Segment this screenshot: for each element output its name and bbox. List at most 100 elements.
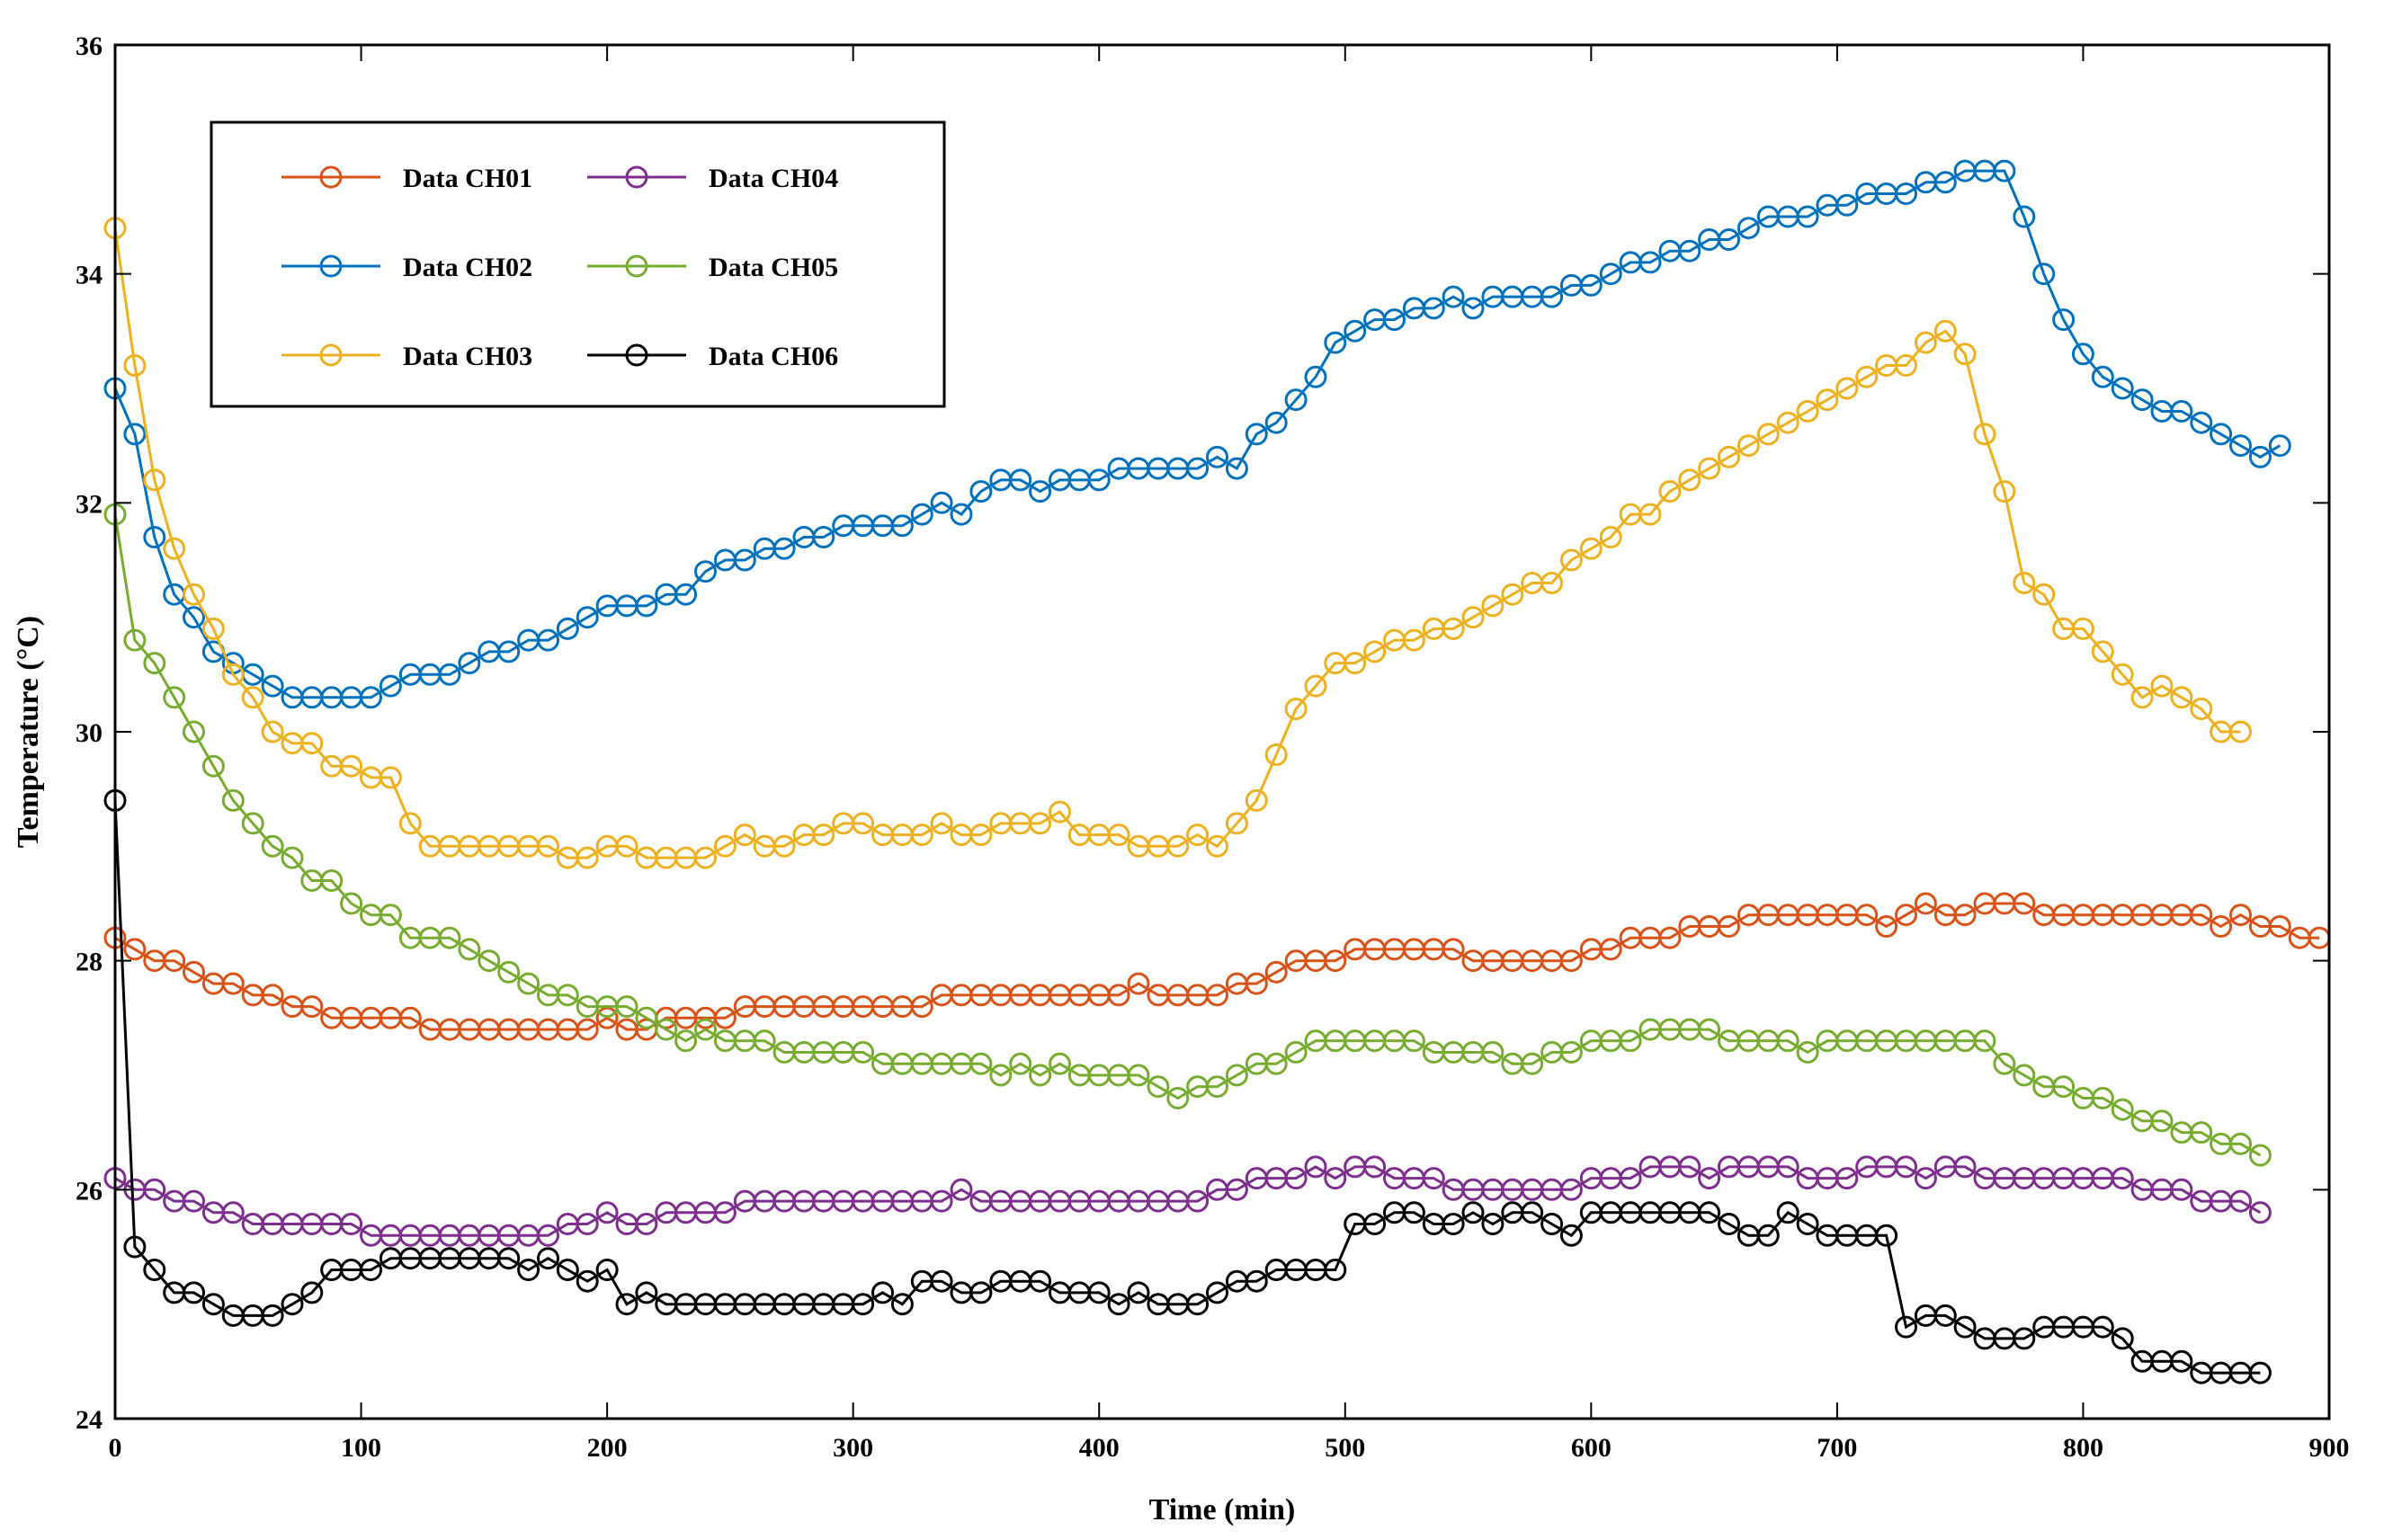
data-point — [1993, 480, 2016, 503]
data-point — [2111, 663, 2134, 686]
data-point — [1304, 1155, 1327, 1179]
data-point — [1776, 411, 1799, 434]
data-point — [1776, 1155, 1799, 1179]
series-layer — [103, 159, 2331, 1384]
data-point — [1559, 548, 1583, 572]
data-point — [1284, 1041, 1308, 1064]
legend-label: Data CH04 — [709, 164, 838, 193]
legend-item: Data CH01 — [281, 164, 532, 193]
data-point — [1914, 1167, 1937, 1190]
data-point — [398, 812, 422, 835]
data-point — [2210, 423, 2233, 446]
data-point — [1206, 1075, 1228, 1099]
data-point — [1402, 1201, 1425, 1224]
x-tick-label: 0 — [109, 1433, 122, 1463]
data-point — [183, 720, 205, 743]
data-point — [1875, 915, 1898, 938]
data-point — [635, 1281, 658, 1304]
data-point — [123, 628, 147, 652]
data-point — [1304, 674, 1327, 698]
data-point — [1127, 1064, 1150, 1087]
data-point — [201, 617, 225, 640]
data-point — [221, 1201, 245, 1224]
data-point — [1953, 904, 1977, 927]
data-point — [1245, 1269, 1268, 1293]
data-point — [2071, 343, 2094, 366]
data-point — [261, 984, 284, 1007]
data-point — [576, 846, 599, 869]
legend-label: Data CH05 — [709, 253, 838, 282]
data-point — [871, 1281, 894, 1304]
data-point — [379, 904, 402, 927]
data-point — [379, 766, 402, 789]
data-point — [1442, 285, 1465, 308]
data-point — [1737, 217, 1760, 240]
data-point — [1579, 273, 1603, 297]
data-point — [1953, 1315, 1977, 1339]
data-point — [655, 1018, 678, 1041]
data-point — [123, 354, 147, 377]
data-point — [1009, 468, 1032, 492]
data-point — [1029, 480, 1052, 503]
data-point — [694, 846, 717, 869]
data-point — [1461, 1201, 1485, 1224]
data-point — [2210, 915, 2233, 938]
data-point — [772, 834, 796, 858]
data-point — [1776, 1201, 1799, 1224]
data-point — [635, 1006, 658, 1029]
data-point — [1166, 1087, 1190, 1109]
legend: Data CH01 Data CH02 Data CH03 Data CH04 Data… — [210, 120, 946, 408]
data-point — [556, 984, 579, 1007]
data-point — [2052, 1075, 2076, 1099]
data-point — [1638, 503, 1662, 526]
data-point — [1579, 537, 1603, 560]
data-point — [1521, 1201, 1544, 1224]
y-tick-label: 36 — [76, 31, 103, 61]
series-data-ch02 — [103, 159, 2291, 709]
series-data-ch03 — [103, 217, 2252, 869]
data-point — [2248, 1144, 2272, 1167]
data-point — [1284, 388, 1308, 412]
data-point — [1835, 1167, 1859, 1190]
data-point — [2013, 1327, 2036, 1350]
data-point — [183, 960, 205, 984]
legend-item: Data CH02 — [281, 253, 532, 282]
data-point — [890, 514, 914, 538]
data-point — [1973, 423, 1996, 446]
data-point — [2229, 1189, 2252, 1213]
data-point — [2248, 1361, 2272, 1384]
data-point — [163, 949, 186, 973]
data-point — [2052, 308, 2076, 332]
data-point — [1678, 468, 1701, 492]
y-tick-label: 34 — [76, 261, 103, 290]
data-point — [713, 834, 737, 858]
data-point — [1756, 1224, 1780, 1247]
data-point — [1206, 984, 1228, 1007]
data-point — [1461, 606, 1485, 629]
data-point — [1678, 1155, 1701, 1179]
data-point — [1619, 1029, 1642, 1053]
data-point — [1264, 960, 1288, 984]
data-point — [143, 468, 166, 492]
data-point — [537, 628, 559, 652]
legend-marker — [319, 165, 343, 189]
data-point — [1933, 1304, 1957, 1327]
data-point — [1107, 823, 1130, 847]
data-point — [1895, 1155, 1917, 1179]
data-point — [1599, 263, 1622, 286]
data-point — [1835, 193, 1859, 217]
data-point — [537, 1247, 559, 1270]
data-point — [340, 754, 363, 778]
x-tick-label: 600 — [1571, 1433, 1612, 1463]
y-axis: 24 26 28 30 32 34 36 — [76, 31, 2329, 1435]
data-point — [1993, 159, 2016, 182]
data-point — [201, 754, 225, 778]
data-point — [1540, 1213, 1564, 1235]
legend-box — [210, 120, 946, 408]
data-point — [1599, 938, 1622, 961]
data-point — [635, 594, 658, 618]
data-point — [1383, 308, 1406, 332]
x-tick-label: 300 — [833, 1433, 873, 1463]
data-point — [930, 1269, 953, 1293]
data-point — [1953, 1155, 1977, 1179]
